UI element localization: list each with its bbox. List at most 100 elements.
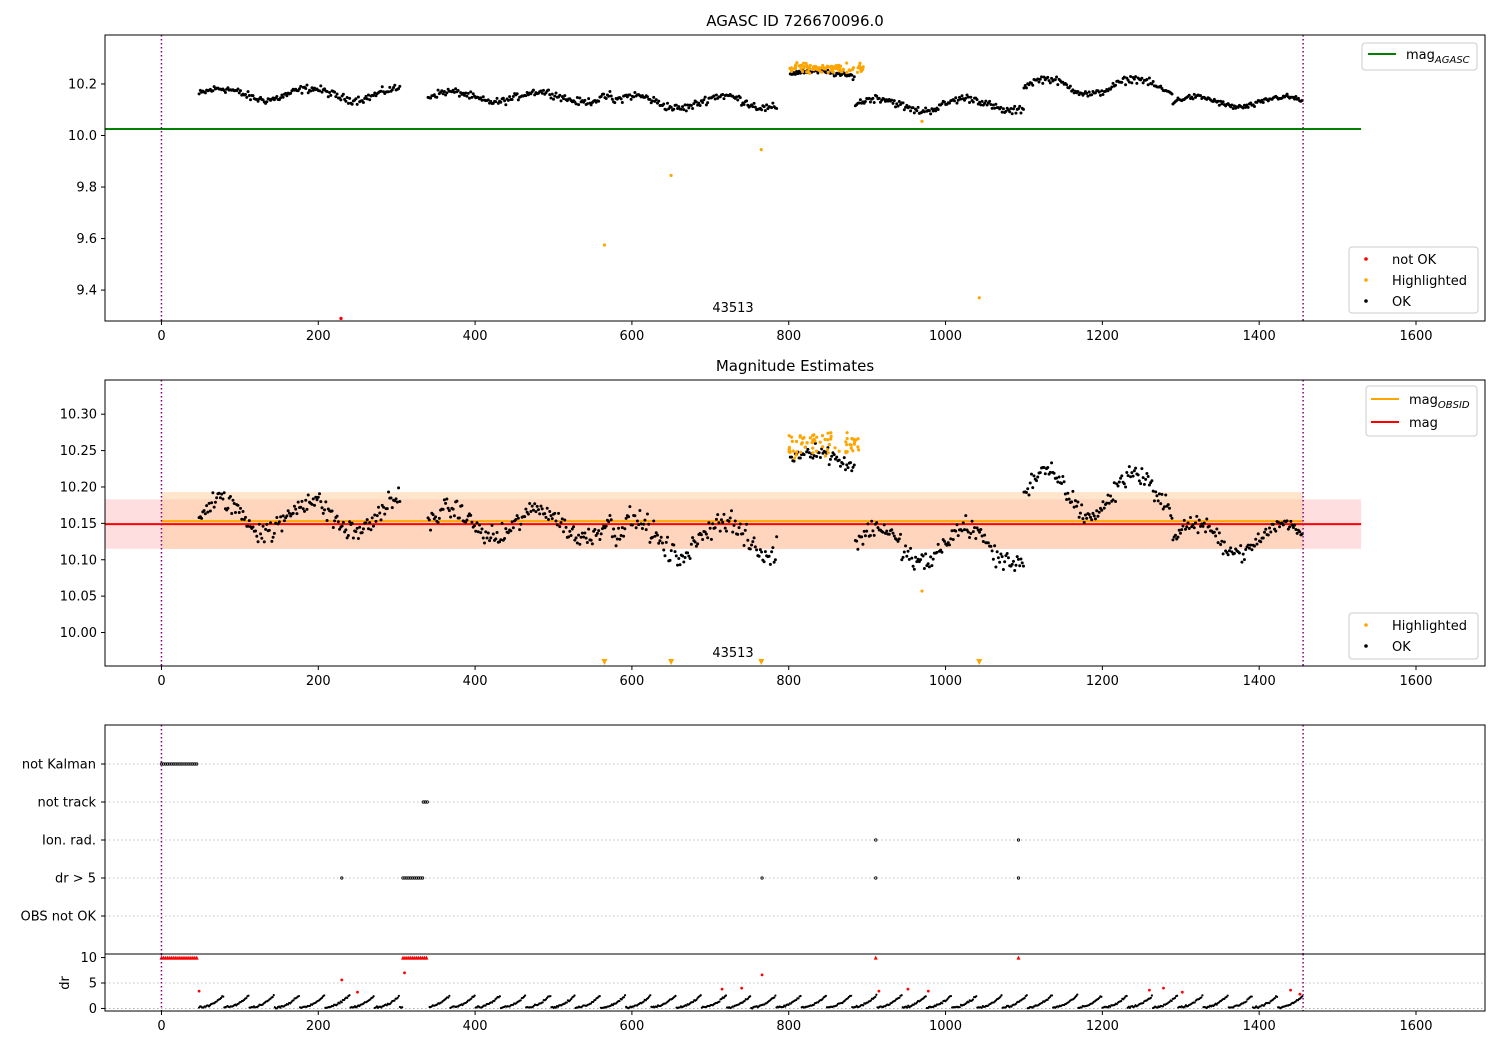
ok-point xyxy=(217,491,221,495)
ok-point xyxy=(1029,472,1033,476)
ok-point xyxy=(1042,465,1046,469)
ok-point xyxy=(247,94,251,98)
ok-point xyxy=(526,512,530,516)
ok-point xyxy=(577,103,581,107)
flag-point xyxy=(425,800,429,804)
ok-point xyxy=(751,540,755,544)
highlighted-point xyxy=(799,450,803,454)
panel-agasc-legend-lines: magAGASC xyxy=(1361,42,1478,71)
ok-point xyxy=(1078,511,1082,515)
ok-point xyxy=(1016,107,1020,111)
ok-point xyxy=(693,540,697,544)
ok-point xyxy=(912,111,916,115)
dr-point xyxy=(773,996,776,999)
ok-point xyxy=(358,525,362,529)
highlighted-point xyxy=(802,64,806,69)
dr-point xyxy=(618,999,621,1003)
ok-point xyxy=(241,509,245,513)
ok-point xyxy=(1293,523,1297,527)
dr-outlier-point xyxy=(720,987,724,991)
ok-point xyxy=(569,534,573,538)
ok-point xyxy=(1232,551,1236,555)
dr-point xyxy=(724,994,728,997)
ok-point xyxy=(721,520,725,524)
ok-point xyxy=(934,109,938,113)
ok-point xyxy=(620,100,624,104)
x-tick-label: 1400 xyxy=(1243,329,1276,344)
ok-point xyxy=(1109,87,1113,91)
ok-point xyxy=(1023,83,1027,87)
ok-point xyxy=(964,514,968,518)
ok-point xyxy=(994,565,998,569)
ok-point xyxy=(891,101,895,105)
ok-point xyxy=(1186,521,1190,525)
ok-point xyxy=(771,101,775,105)
ok-point xyxy=(1159,84,1163,88)
ok-point xyxy=(1100,508,1104,512)
ok-point xyxy=(1071,88,1075,92)
highlighted-point xyxy=(920,589,924,593)
ok-point xyxy=(703,95,707,99)
ok-point xyxy=(503,99,507,103)
ok-point xyxy=(1052,471,1056,475)
ok-point xyxy=(1166,503,1170,507)
ok-point xyxy=(518,528,522,532)
ok-point xyxy=(435,95,439,99)
ok-point xyxy=(279,96,283,100)
ok-point xyxy=(297,87,301,91)
ok-point xyxy=(620,526,624,530)
ok-point xyxy=(1126,474,1130,478)
ok-point xyxy=(230,512,234,516)
ok-point xyxy=(1199,94,1203,98)
ok-point xyxy=(600,527,604,531)
panel-mag-annotation: 43513 xyxy=(712,646,753,661)
ok-point xyxy=(767,554,771,558)
ok-point xyxy=(296,500,300,504)
ok-point xyxy=(924,552,928,556)
dr-point xyxy=(746,997,750,1000)
ok-point xyxy=(682,108,686,112)
ok-point xyxy=(584,536,588,540)
ok-point xyxy=(966,530,970,534)
ok-point xyxy=(742,543,746,547)
dr-point xyxy=(222,995,225,998)
x-tick-label: 200 xyxy=(306,674,331,689)
ok-point xyxy=(441,92,445,96)
ok-point xyxy=(678,563,682,567)
ok-point xyxy=(356,536,360,540)
ok-point xyxy=(682,560,686,564)
ok-point xyxy=(614,544,618,548)
ok-point xyxy=(477,523,481,527)
ok-point xyxy=(875,94,879,98)
ok-point xyxy=(1056,480,1060,484)
dr-point xyxy=(1262,1004,1265,1007)
ok-point xyxy=(480,527,484,531)
ok-point xyxy=(348,520,352,524)
ok-point xyxy=(1067,497,1071,501)
ok-point xyxy=(228,495,232,499)
ok-point xyxy=(963,528,967,532)
legend-highlighted-label-2: Highlighted xyxy=(1392,619,1467,634)
ok-point xyxy=(915,109,919,113)
ok-point xyxy=(197,92,201,96)
ok-point xyxy=(269,521,273,525)
ok-point xyxy=(355,526,359,530)
ok-point xyxy=(444,93,448,97)
ok-point xyxy=(890,98,894,102)
ok-point xyxy=(721,93,725,97)
ok-point xyxy=(1111,81,1115,85)
ok-point xyxy=(701,537,705,541)
ok-point xyxy=(832,453,836,457)
ok-point xyxy=(1182,518,1186,522)
ok-point xyxy=(1088,515,1092,519)
flag-point xyxy=(183,762,187,766)
ok-point xyxy=(811,456,815,460)
dr-point xyxy=(219,996,223,1000)
ok-point xyxy=(481,536,485,540)
ok-point xyxy=(395,500,399,504)
ok-point xyxy=(575,95,579,99)
ok-point xyxy=(875,521,879,525)
x-tick-label: 1000 xyxy=(929,674,962,689)
ok-point xyxy=(341,92,345,96)
ok-point xyxy=(1269,530,1273,534)
